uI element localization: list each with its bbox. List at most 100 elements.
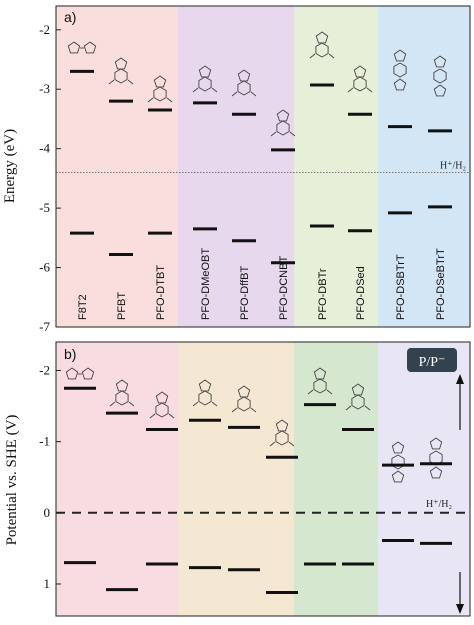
thiophene-ring xyxy=(83,41,97,54)
benzene-ring xyxy=(393,62,407,78)
bond xyxy=(289,131,296,137)
azole-ring xyxy=(114,57,128,70)
azole-ring xyxy=(391,470,405,483)
panel-b-group-bands xyxy=(56,342,470,616)
bond xyxy=(326,389,333,395)
azole-ring xyxy=(275,419,289,432)
azole-ring xyxy=(351,383,365,396)
bond xyxy=(128,401,135,407)
legend-label: P/P⁻ xyxy=(419,355,446,370)
y-tick-label: -6 xyxy=(39,260,50,275)
panel-a-category-labels: F8T2 PFBT PFO-DTBT PFO-DMeOBT PFO-DffBT PFO-D… xyxy=(77,248,447,320)
panel-a: H⁺/H₂ F8T2 PFBT PFO-DTBT PFO-DMeOBT PFO-DffB… xyxy=(2,5,471,334)
panel-b: H⁺/H₂ -2 -1 0 1 b) Potential vs. SHE (V) P/… xyxy=(4,341,471,617)
benzene-ring xyxy=(237,80,251,96)
category-label: PFO-DffBT xyxy=(239,266,251,320)
azole-ring xyxy=(313,367,327,380)
bond xyxy=(364,405,371,411)
category-label: PFO-DSeBTrT xyxy=(435,248,447,320)
benzene-ring xyxy=(351,394,365,410)
y-tick-label: -5 xyxy=(39,200,50,215)
bond xyxy=(288,441,295,447)
benzene-ring xyxy=(237,396,251,412)
bond xyxy=(211,87,218,93)
azole-ring xyxy=(155,391,169,404)
azole-ring xyxy=(429,437,443,450)
group-band xyxy=(178,6,294,327)
azole-ring xyxy=(353,65,367,78)
y-tick-label: -1 xyxy=(39,434,50,449)
category-label: PFO-DSed xyxy=(355,266,367,320)
benzene-ring xyxy=(153,86,167,102)
category-label: PFO-DMeOBT xyxy=(200,248,212,320)
category-label: PFBT xyxy=(116,292,128,320)
panel-b-energy-levels xyxy=(64,386,452,595)
y-tick-label: -7 xyxy=(39,319,50,334)
panel-a-molecule-structures xyxy=(67,31,447,137)
bond xyxy=(166,97,173,103)
panel-b-y-axis-label: Potential vs. SHE (V) xyxy=(4,415,20,546)
panel-b-legend: P/P⁻ xyxy=(407,348,464,614)
benzene-ring xyxy=(353,76,367,92)
panel-a-label: a) xyxy=(64,9,76,25)
thiophene-ring xyxy=(81,367,95,380)
group-band xyxy=(294,342,378,616)
benzene-ring xyxy=(115,390,129,406)
y-tick-label: -2 xyxy=(39,22,50,37)
panel-a-group-bands xyxy=(56,6,470,327)
bond xyxy=(147,97,154,103)
thiophene-ring xyxy=(67,41,81,54)
bond xyxy=(309,53,316,59)
bond xyxy=(231,91,238,97)
bond xyxy=(149,413,156,419)
azole-ring xyxy=(315,31,329,44)
benzene-ring xyxy=(315,42,329,58)
bond xyxy=(270,131,277,137)
y-tick-label: -3 xyxy=(39,81,50,96)
group-band xyxy=(378,342,470,616)
panel-a-y-ticks: -2 -3 -4 -5 -6 -7 xyxy=(39,22,61,334)
azole-ring xyxy=(115,379,129,392)
panel-a-reference-label: H⁺/H₂ xyxy=(440,160,466,171)
panel-a-y-axis-label: Energy (eV) xyxy=(2,129,18,203)
panel-b-frame xyxy=(55,341,471,617)
y-tick-label: -4 xyxy=(39,141,50,156)
azole-ring xyxy=(237,385,251,398)
arrow-down-head-icon xyxy=(456,604,464,614)
bond xyxy=(192,87,199,93)
azole-ring xyxy=(198,379,212,392)
category-label: PFO-DBTr xyxy=(317,268,329,320)
bond xyxy=(211,401,218,407)
azole-ring xyxy=(393,49,407,62)
bond xyxy=(250,91,257,97)
panel-a-frame xyxy=(55,5,471,328)
category-label: PFO-DSBTrT xyxy=(395,254,407,320)
y-tick-label: 0 xyxy=(44,505,51,520)
azole-ring xyxy=(391,441,405,454)
bond xyxy=(127,79,134,85)
arrow-up-head-icon xyxy=(456,374,464,384)
group-band xyxy=(178,342,294,616)
group-band xyxy=(378,6,470,327)
group-band xyxy=(294,6,378,327)
benzene-ring xyxy=(391,454,405,470)
benzene-ring xyxy=(276,120,290,136)
azole-ring xyxy=(433,55,447,68)
benzene-ring xyxy=(433,68,447,84)
benzene-ring xyxy=(114,68,128,84)
bond xyxy=(328,53,335,59)
azole-ring xyxy=(237,69,251,82)
panel-a-energy-levels xyxy=(70,69,452,265)
azole-ring xyxy=(429,466,443,479)
azole-ring xyxy=(433,84,447,97)
legend-box xyxy=(407,348,457,372)
bond xyxy=(307,389,314,395)
category-label: F8T2 xyxy=(77,294,89,320)
bond xyxy=(231,407,238,413)
azole-ring xyxy=(276,109,290,122)
bond xyxy=(250,407,257,413)
bond xyxy=(345,405,352,411)
category-label: PFO-DTBT xyxy=(155,265,167,320)
category-label: PFO-DCNBT xyxy=(278,256,290,320)
